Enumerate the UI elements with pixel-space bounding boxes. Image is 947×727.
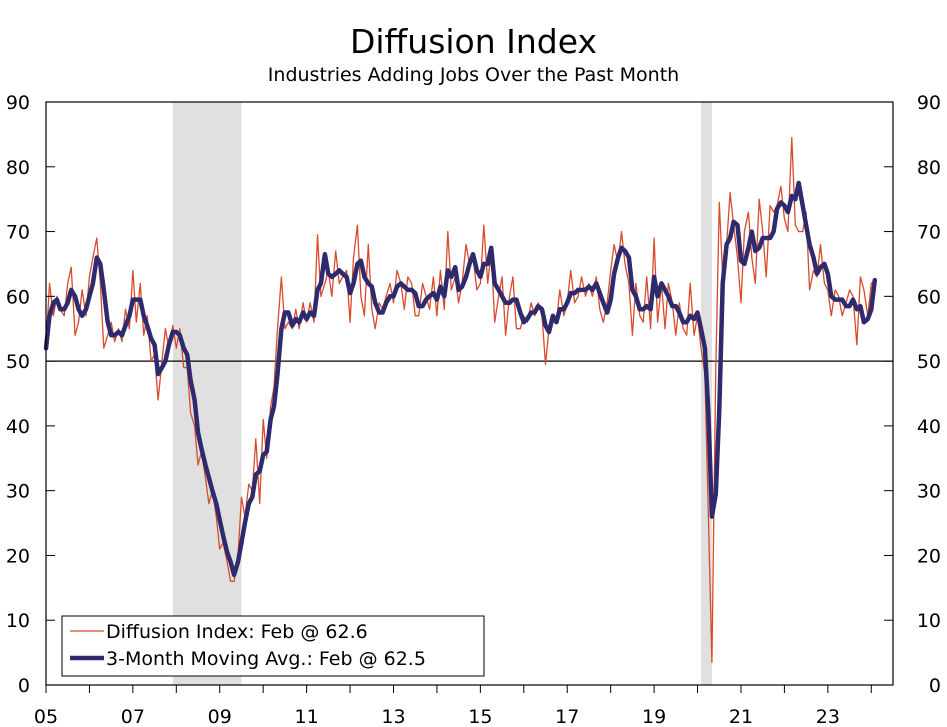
y-tick-label-left-20: 20 xyxy=(6,545,30,567)
y-tick-label-left-60: 60 xyxy=(6,286,30,308)
x-tick-label-15: 15 xyxy=(468,706,492,727)
legend-label-0: Diffusion Index: Feb @ 62.6 xyxy=(106,621,368,643)
y-tick-label-right-20: 20 xyxy=(917,545,941,567)
y-tick-label-left-30: 30 xyxy=(6,481,30,503)
y-tick-label-right-40: 40 xyxy=(917,416,941,438)
series-line-0 xyxy=(45,136,876,663)
y-tick-label-right-80: 80 xyxy=(917,157,941,179)
y-tick-label-left-50: 50 xyxy=(6,351,30,373)
y-tick-label-left-80: 80 xyxy=(6,157,30,179)
x-tick-label-17: 17 xyxy=(555,706,579,727)
x-tick-label-11: 11 xyxy=(295,706,319,727)
y-tick-label-left-40: 40 xyxy=(6,416,30,438)
y-tick-label-right-60: 60 xyxy=(917,286,941,308)
y-tick-label-left-70: 70 xyxy=(6,222,30,244)
y-tick-label-left-10: 10 xyxy=(6,610,30,632)
legend: Diffusion Index: Feb @ 62.6 3-Month Movin… xyxy=(61,615,485,677)
x-tick-label-23: 23 xyxy=(816,706,840,727)
chart-subtitle: Industries Adding Jobs Over the Past Mon… xyxy=(267,64,680,86)
y-tick-label-right-0: 0 xyxy=(929,675,941,697)
y-tick-label-right-70: 70 xyxy=(917,222,941,244)
series-line-1 xyxy=(43,180,878,578)
plot-frame xyxy=(45,101,894,686)
y-tick-label-right-90: 90 xyxy=(917,92,941,114)
x-tick-label-09: 09 xyxy=(208,706,232,727)
chart-title: Diffusion Index xyxy=(349,22,598,61)
x-tick-label-19: 19 xyxy=(642,706,666,727)
y-tick-label-left-90: 90 xyxy=(6,92,30,114)
x-tick-label-13: 13 xyxy=(381,706,405,727)
recession-band-0 xyxy=(172,102,242,685)
x-tick-label-21: 21 xyxy=(729,706,753,727)
x-tick-label-05: 05 xyxy=(34,706,58,727)
y-tick-label-left-0: 0 xyxy=(18,675,30,697)
legend-label-1: 3-Month Moving Avg.: Feb @ 62.5 xyxy=(106,648,426,670)
y-tick-label-right-50: 50 xyxy=(917,351,941,373)
y-tick-label-right-30: 30 xyxy=(917,481,941,503)
x-tick-label-07: 07 xyxy=(121,706,145,727)
legend-box xyxy=(61,615,485,677)
y-tick-label-right-10: 10 xyxy=(917,610,941,632)
